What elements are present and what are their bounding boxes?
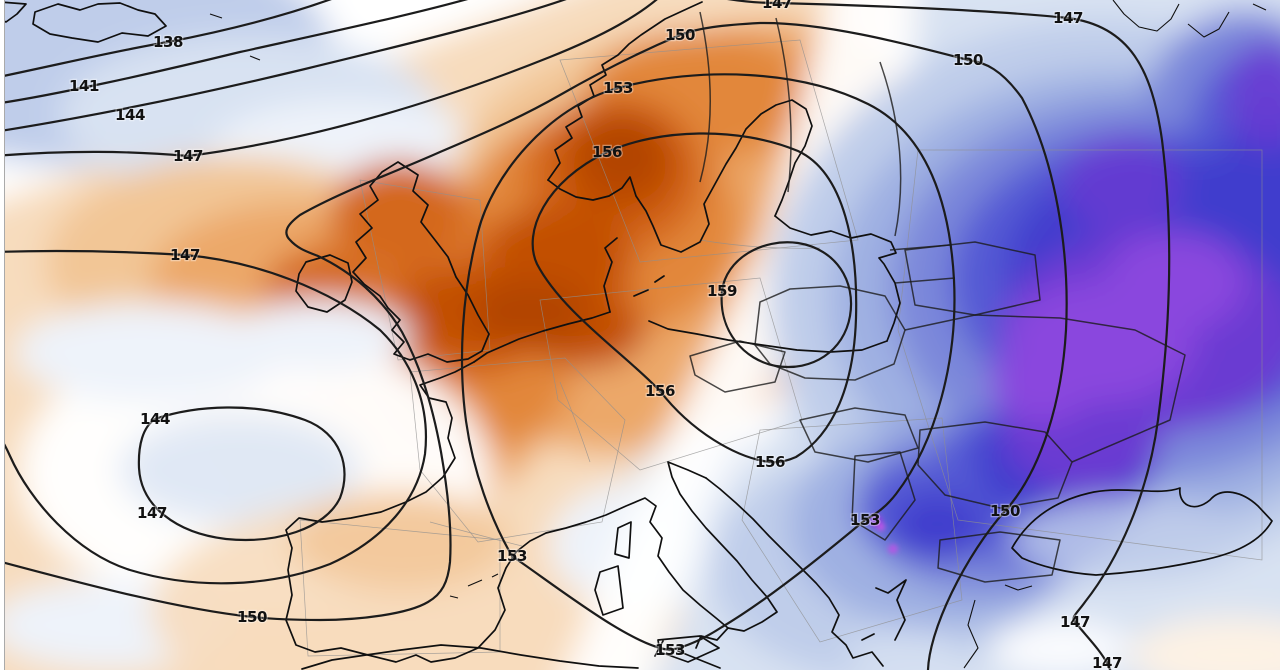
contour-label: 138 — [153, 33, 183, 51]
contour-label: 150 — [237, 608, 267, 626]
contour-lines — [0, 0, 1171, 670]
contour-label: 153 — [603, 79, 633, 97]
contour-label: 159 — [707, 282, 737, 300]
contour-label: 153 — [850, 511, 880, 529]
contour-label: 147 — [762, 0, 792, 12]
contour-label: 150 — [953, 51, 983, 69]
contour-label: 147 — [1060, 613, 1090, 631]
contour-label: 153 — [655, 641, 685, 659]
national-borders — [689, 11, 1186, 583]
map-frame-edge — [0, 0, 5, 670]
contour-label: 147 — [173, 147, 203, 165]
contour-label: 141 — [69, 77, 99, 95]
contour-label: 147 — [170, 246, 200, 264]
contour-labels: 138 141 144 147 147 147 150 153 156 147 150 159 156 1… — [68, 0, 1124, 670]
contour-label: 150 — [665, 26, 695, 44]
contour-label: 156 — [592, 143, 622, 161]
contour-label: 156 — [645, 382, 675, 400]
contour-label: 153 — [497, 547, 527, 565]
contour-label: 147 — [1092, 654, 1122, 670]
contour-label: 156 — [755, 453, 785, 471]
contour-label: 150 — [990, 502, 1020, 520]
contour-label: 144 — [115, 106, 145, 124]
anomaly-specks — [869, 514, 898, 554]
contour-label: 144 — [140, 410, 170, 428]
contour-label: 147 — [137, 504, 167, 522]
contour-label: 147 — [1053, 9, 1083, 27]
